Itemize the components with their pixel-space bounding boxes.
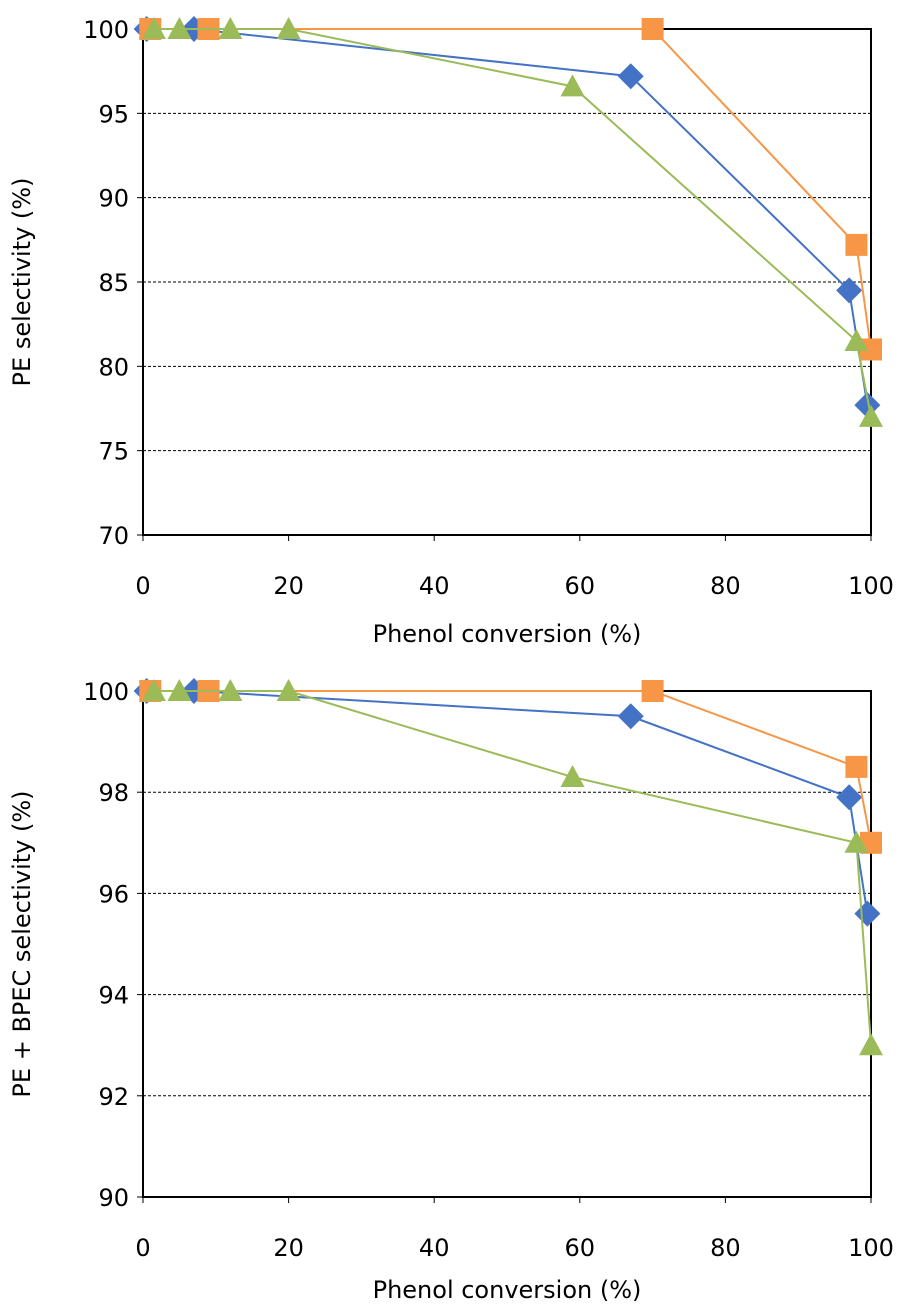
pe-bpec-y-tick-label: 90 xyxy=(98,1184,129,1212)
pe-bpec-triangle-point xyxy=(560,765,585,788)
pe-square-point xyxy=(845,233,868,256)
pe-y-tick-label: 80 xyxy=(98,353,129,381)
pe-x-tick-label: 0 xyxy=(135,572,150,600)
pe-x-tick-label: 80 xyxy=(710,572,741,600)
pe-plot-area xyxy=(142,28,872,536)
pe-bpec-diamond-point xyxy=(836,784,863,811)
pe-bpec-triangle-point xyxy=(844,830,869,853)
pe-triangle-point xyxy=(560,74,585,97)
pe-bpec-diamond-point xyxy=(854,900,881,927)
chart-panel-pe-bpec-selectivity: 90 92 94 96 98 100 0 20 40 60 80 100 Phenol conversi… xyxy=(0,655,901,1311)
chart-pe-selectivity: 70 75 80 85 90 95 100 0 20 40 60 80 100 Phenol conver… xyxy=(8,16,894,648)
pe-triangle-point xyxy=(859,404,883,427)
pe-diamond-point xyxy=(617,63,644,90)
pe-triangle-point xyxy=(844,329,869,352)
pe-y-tick-label: 100 xyxy=(83,16,129,44)
pe-bpec-triangle-series xyxy=(141,679,883,1056)
pe-bpec-x-tick-label: 100 xyxy=(848,1234,894,1262)
pe-bpec-y-axis-title: PE + BPEC selectivity (%) xyxy=(8,790,36,1097)
pe-bpec-y-tick-label: 94 xyxy=(98,982,129,1010)
pe-bpec-y-tick-label: 92 xyxy=(98,1083,129,1111)
pe-square-point xyxy=(641,18,664,40)
pe-diamond-point xyxy=(836,277,863,304)
pe-x-axis-title: Phenol conversion (%) xyxy=(373,620,642,648)
pe-bpec-triangle-point xyxy=(167,679,192,701)
pe-bpec-x-axis-title: Phenol conversion (%) xyxy=(373,1276,642,1304)
pe-triangle-point xyxy=(276,17,301,39)
pe-bpec-x-tick-label: 80 xyxy=(710,1234,741,1262)
pe-bpec-x-tick-label: 40 xyxy=(419,1234,450,1262)
pe-bpec-square-point xyxy=(845,755,868,778)
pe-y-tick-label: 95 xyxy=(98,100,129,128)
pe-bpec-square-point xyxy=(641,680,664,702)
chart-panel-pe-selectivity: 70 75 80 85 90 95 100 0 20 40 60 80 100 Phenol conver… xyxy=(0,0,901,655)
pe-bpec-plot-area xyxy=(142,690,872,1198)
pe-bpec-x-tick-label: 0 xyxy=(135,1234,150,1262)
pe-square-series-line xyxy=(150,28,872,350)
pe-bpec-y-tick-label: 100 xyxy=(83,678,129,706)
pe-bpec-y-tick-label: 98 xyxy=(98,779,129,807)
pe-y-tick-label: 90 xyxy=(98,185,129,213)
pe-y-tick-label: 75 xyxy=(98,438,129,466)
pe-triangle-point xyxy=(167,17,192,39)
pe-bpec-square-series xyxy=(139,680,882,854)
pe-diamond-series xyxy=(133,16,881,419)
pe-bpec-triangle-point xyxy=(859,1033,883,1056)
pe-triangle-series xyxy=(141,17,883,427)
pe-bpec-y-tick-label: 96 xyxy=(98,880,129,908)
pe-y-tick-label: 70 xyxy=(98,522,129,550)
pe-bpec-triangle-point xyxy=(141,679,166,701)
pe-bpec-x-tick-label: 20 xyxy=(273,1234,304,1262)
pe-y-tick-label: 85 xyxy=(98,269,129,297)
pe-square-point xyxy=(860,338,882,361)
pe-bpec-diamond-point xyxy=(617,703,644,730)
pe-bpec-triangle-point xyxy=(276,679,301,701)
pe-bpec-triangle-point xyxy=(218,679,243,701)
pe-square-series xyxy=(139,18,882,361)
pe-bpec-x-tick-label: 60 xyxy=(565,1234,596,1262)
pe-triangle-series-line xyxy=(153,28,872,418)
pe-diamond-series-line xyxy=(146,28,869,406)
pe-x-tick-label: 40 xyxy=(419,572,450,600)
pe-x-tick-label: 20 xyxy=(273,572,304,600)
pe-bpec-diamond-series-line xyxy=(146,690,869,914)
pe-y-axis-title: PE selectivity (%) xyxy=(8,178,36,387)
pe-bpec-diamond-series xyxy=(133,678,881,927)
pe-bpec-square-series-line xyxy=(150,690,872,843)
pe-triangle-point xyxy=(218,17,243,39)
pe-x-tick-label: 100 xyxy=(848,572,894,600)
chart-pe-bpec-selectivity: 90 92 94 96 98 100 0 20 40 60 80 100 Phenol conversi… xyxy=(8,678,894,1304)
pe-bpec-triangle-series-line xyxy=(153,690,872,1046)
pe-triangle-point xyxy=(141,17,166,39)
pe-x-tick-label: 60 xyxy=(565,572,596,600)
